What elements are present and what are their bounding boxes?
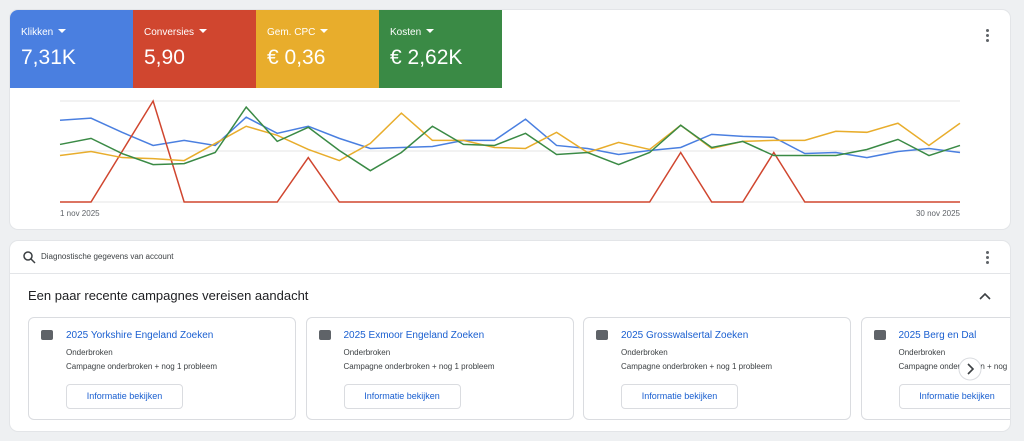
campaign-name[interactable]: 2025 Exmoor Engeland Zoeken xyxy=(343,330,485,341)
metric-label: Conversies xyxy=(144,27,207,38)
campaign-status: Onderbroken xyxy=(621,348,668,357)
campaign-issue: Campagne onderbroken + nog 1 probleem xyxy=(66,362,217,371)
performance-card: Klikken 7,31K Conversies 5,90 Gem. CPC € 0,36… xyxy=(10,10,1010,229)
metric-tile[interactable]: Gem. CPC € 0,36 xyxy=(256,10,379,88)
details-button[interactable]: Informatie bekijken xyxy=(898,384,1010,409)
more-menu[interactable] xyxy=(986,29,989,44)
campaign-issue: Campagne onderbroken + nog 1 probleem xyxy=(621,362,772,371)
campaign-icon xyxy=(596,330,608,340)
campaign-icon xyxy=(873,330,886,340)
campaign-name[interactable]: 2025 Grosswalsertal Zoeken xyxy=(621,330,749,341)
details-button[interactable]: Informatie bekijken xyxy=(343,384,461,409)
series-line xyxy=(59,105,961,172)
diagnostics-title: Diagnostische gegevens van account xyxy=(41,252,174,261)
diagnostics-card: Diagnostische gegevens van account Een p… xyxy=(10,241,1010,431)
divider xyxy=(10,273,1010,274)
campaign-card: 2025 Yorkshire Engeland Zoeken Onderbroke… xyxy=(28,317,296,420)
campaign-issue: Campagne onderbroken + nog 1 probleem xyxy=(898,362,1011,371)
next-button[interactable] xyxy=(958,357,982,381)
more-menu[interactable] xyxy=(986,251,989,266)
details-button[interactable]: Informatie bekijken xyxy=(66,384,183,409)
collapse-button[interactable] xyxy=(978,291,992,301)
campaign-card: 2025 Grosswalsertal Zoeken Onderbroken Cam… xyxy=(583,317,851,420)
campaign-status: Onderbroken xyxy=(343,348,391,357)
campaign-card: 2025 Exmoor Engeland Zoeken Onderbroken Ca… xyxy=(305,317,574,420)
x-tick-label: 1 nov 2025 xyxy=(60,209,100,218)
campaign-card: 2025 Berg en Dal Onderbroken Campagne onde… xyxy=(860,317,1011,420)
campaign-status: Onderbroken xyxy=(66,348,113,357)
campaign-icon xyxy=(318,330,331,340)
section-title: Een paar recente campagnes vereisen aand… xyxy=(28,288,309,303)
x-tick-label: 30 nov 2025 xyxy=(916,209,961,218)
campaign-icon xyxy=(41,330,53,340)
chart: 1 nov 2025 30 nov 2025 xyxy=(59,99,961,218)
metric-value: € 0,36 xyxy=(267,46,326,69)
metric-tile[interactable]: Conversies 5,90 xyxy=(133,10,256,88)
metric-tile[interactable]: Kosten € 2,62K xyxy=(379,10,502,88)
metric-label: Gem. CPC xyxy=(267,27,328,38)
campaign-status: Onderbroken xyxy=(898,348,946,357)
metric-value: 7,31K xyxy=(21,46,76,69)
metric-value: 5,90 xyxy=(144,46,185,69)
campaign-name[interactable]: 2025 Berg en Dal xyxy=(898,330,977,341)
search-icon xyxy=(23,251,36,264)
series-line xyxy=(59,116,961,159)
metric-value: € 2,62K xyxy=(390,46,463,69)
series-line xyxy=(59,112,961,162)
campaign-issue: Campagne onderbroken + nog 1 probleem xyxy=(343,362,495,371)
campaign-name[interactable]: 2025 Yorkshire Engeland Zoeken xyxy=(66,330,214,341)
metric-label: Klikken xyxy=(21,27,66,38)
details-button[interactable]: Informatie bekijken xyxy=(621,384,738,409)
metric-tile[interactable]: Klikken 7,31K xyxy=(10,10,133,88)
series-line xyxy=(60,99,960,203)
metric-label: Kosten xyxy=(390,27,434,38)
